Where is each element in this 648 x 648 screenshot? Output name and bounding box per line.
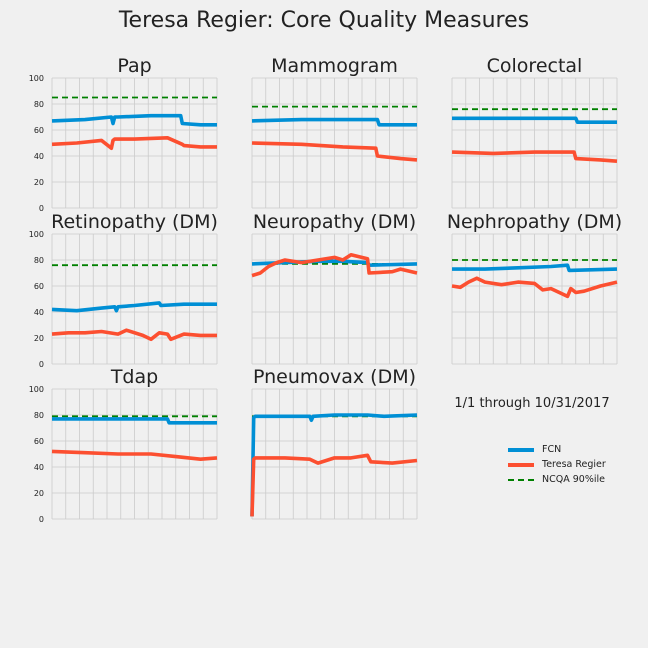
y-tick-label: 100 xyxy=(29,230,44,239)
panel-neuropathy-dm: Neuropathy (DM) xyxy=(251,211,418,365)
panel-title: Neuropathy (DM) xyxy=(253,211,416,233)
y-tick-label: 80 xyxy=(34,100,44,109)
legend-item-provider: Teresa Regier xyxy=(508,457,606,472)
y-tick-label: 0 xyxy=(39,360,44,369)
legend: FCN Teresa Regier NCQA 90%ile xyxy=(508,442,606,487)
panel-title: Pneumovax (DM) xyxy=(253,366,416,388)
provider-series-line xyxy=(451,150,618,163)
panel-pap: 0 20 40 60 80 100 Pap xyxy=(29,55,218,213)
panel-colorectal: Colorectal xyxy=(451,55,618,209)
panel-title: Retinopathy (DM) xyxy=(51,211,218,233)
fcn-series-line xyxy=(452,263,618,273)
figure-title: Teresa Regier: Core Quality Measures xyxy=(118,8,530,33)
panel-tdap: 0 20 40 60 80 100 Tdap xyxy=(29,366,218,524)
y-tick-label: 80 xyxy=(34,411,44,420)
y-tick-label: 60 xyxy=(34,126,44,135)
provider-series-line xyxy=(250,453,418,517)
y-tick-label: 0 xyxy=(39,204,44,213)
panel-mammogram: Mammogram xyxy=(251,55,418,209)
provider-series-line xyxy=(51,449,218,462)
y-tick-label: 0 xyxy=(39,515,44,524)
provider-series-line xyxy=(251,141,418,162)
fcn-series-line xyxy=(52,417,217,425)
legend-swatch-fcn xyxy=(508,447,534,452)
y-tick-label: 20 xyxy=(34,334,44,343)
y-tick-label: 60 xyxy=(34,437,44,446)
grid-retinopathy-dm xyxy=(51,233,218,365)
legend-item-ncqa: NCQA 90%ile xyxy=(508,472,606,487)
y-tick-label: 100 xyxy=(29,74,44,83)
panel-title: Tdap xyxy=(110,366,158,388)
provider-series-line xyxy=(451,276,618,299)
panel-pneumovax-dm: Pneumovax (DM) xyxy=(250,366,418,520)
grid-pneumovax-dm xyxy=(251,388,418,520)
y-tick-label: 20 xyxy=(34,178,44,187)
legend-label-ncqa: NCQA 90%ile xyxy=(542,474,605,485)
legend-swatch-ncqa xyxy=(508,478,534,481)
panel-title: Nephropathy (DM) xyxy=(447,211,622,233)
fcn-series-line xyxy=(51,113,217,127)
grid-neuropathy-dm xyxy=(251,233,418,365)
panel-retinopathy-dm: 0 20 40 60 80 100 Retinopathy (DM) xyxy=(29,211,218,369)
legend-item-fcn: FCN xyxy=(508,442,606,457)
fcn-series-line xyxy=(250,413,418,517)
y-tick-label: 100 xyxy=(29,385,44,394)
grid-nephropathy-dm xyxy=(451,233,618,365)
fcn-series-line xyxy=(51,301,217,313)
y-tick-label: 40 xyxy=(34,152,44,161)
panel-title: Mammogram xyxy=(271,55,398,77)
panel-title: Pap xyxy=(117,55,151,77)
provider-series-line xyxy=(251,253,418,278)
grid-colorectal xyxy=(451,77,618,209)
legend-label-fcn: FCN xyxy=(542,444,562,455)
fcn-series-line xyxy=(251,117,417,127)
legend-swatch-provider xyxy=(508,462,534,467)
y-tick-label: 20 xyxy=(34,489,44,498)
provider-series-line xyxy=(51,136,217,150)
fcn-series-line xyxy=(452,116,617,124)
y-tick-label: 60 xyxy=(34,282,44,291)
panel-nephropathy-dm: Nephropathy (DM) xyxy=(447,211,622,365)
y-tick-label: 40 xyxy=(34,308,44,317)
provider-series-line xyxy=(51,328,217,342)
y-tick-label: 80 xyxy=(34,256,44,265)
y-tick-label: 40 xyxy=(34,463,44,472)
panel-title: Colorectal xyxy=(487,55,583,77)
legend-label-provider: Teresa Regier xyxy=(542,459,606,470)
date-range-label: 1/1 through 10/31/2017 xyxy=(454,396,610,411)
